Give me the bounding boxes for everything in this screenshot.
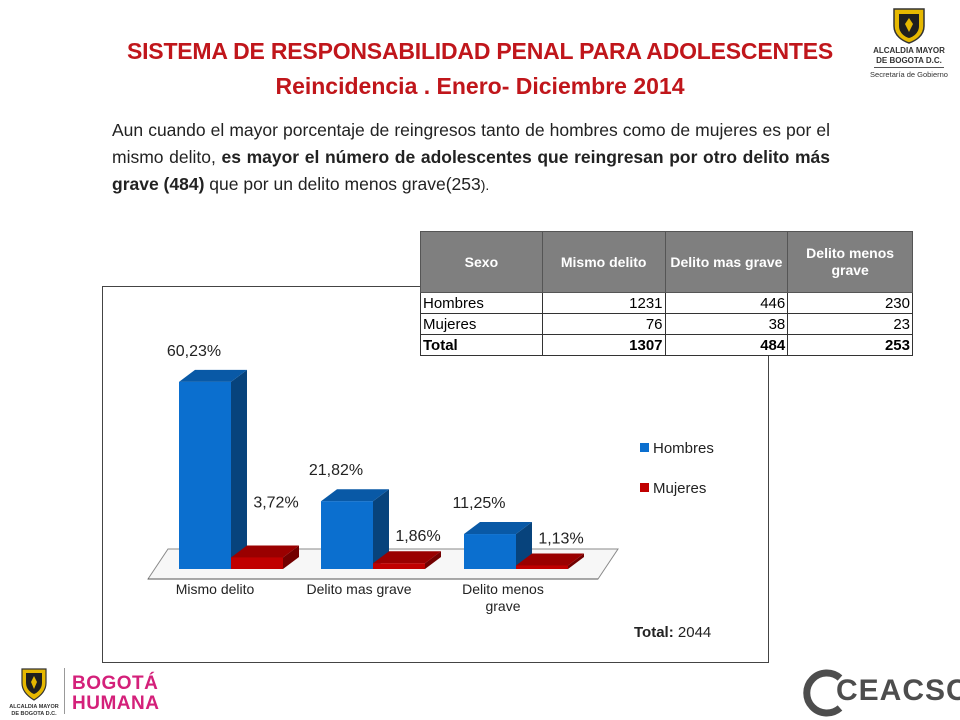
data-label-mujeres: 3,72% <box>253 494 298 511</box>
cell-sexo: Mujeres <box>420 313 543 335</box>
cell-value: 446 <box>664 292 789 314</box>
cell-value: 76 <box>541 313 666 335</box>
bar-hombres <box>321 501 373 569</box>
legend-swatch <box>640 483 649 492</box>
header-delito-menos-grave: Delito menos grave <box>787 231 913 293</box>
bar-mujeres-side <box>568 553 584 569</box>
x-tick-label: Delito mas grave <box>306 581 411 597</box>
bar-hombres-side <box>231 369 247 569</box>
logo-divider <box>874 67 944 68</box>
x-tick-label: Mismo delito <box>176 581 255 597</box>
paragraph-bold: es mayor el número de adolescentes que r… <box>112 147 831 194</box>
coat-of-arms-icon <box>893 8 925 44</box>
ceacsc-logo: CEACSC <box>800 668 960 718</box>
x-tick-label: Delito menos grave <box>462 581 544 614</box>
bogota-line2: HUMANA <box>72 693 160 714</box>
total-annotation: Total: 2044 <box>634 624 711 641</box>
bar-mujeres-side <box>283 545 299 569</box>
slide-title: SISTEMA DE RESPONSABILIDAD PENAL PARA AD… <box>126 38 834 64</box>
summary-paragraph: Aun cuando el mayor porcentaje de reingr… <box>112 117 830 199</box>
bar-hombres-side <box>373 489 389 569</box>
table-row-total: Total 1307 484 253 <box>420 334 913 356</box>
cell-value: 253 <box>787 334 913 356</box>
cell-value: 230 <box>787 292 913 314</box>
ceacsc-c-icon <box>803 669 843 717</box>
footer-logo-line1: ALCALDIA MAYOR <box>9 704 59 710</box>
slide-subtitle: Reincidencia . Enero- Diciembre 2014 <box>275 73 685 99</box>
bar-chart: 60,23% 3,72% 21,82% 1,86% 11,25% 1,13% Mismo d… <box>147 343 714 641</box>
footer-logo-line2: DE BOGOTA D.C. <box>11 711 57 717</box>
table-row: Hombres 1231 446 230 <box>420 292 913 314</box>
header-sexo: Sexo <box>420 231 543 293</box>
cell-value: 484 <box>664 334 789 356</box>
bar-hombres-top <box>464 522 532 535</box>
data-label-hombres: 21,82% <box>309 462 363 479</box>
legend-swatch <box>640 443 649 452</box>
cell-sexo: Hombres <box>420 292 543 314</box>
paragraph-text-3: ). <box>480 177 490 193</box>
alcaldia-footer-logo: ALCALDIA MAYOR DE BOGOTA D.C. <box>8 668 60 718</box>
bar-mujeres-side <box>425 551 441 569</box>
bar-mujeres-top <box>231 545 299 558</box>
bar-hombres-top <box>321 489 389 502</box>
bar-mujeres <box>231 557 283 569</box>
paragraph-text-1: Aun cuando el mayor porcentaje de reingr… <box>112 120 830 167</box>
logo-text-line1: ALCALDIA MAYOR <box>873 46 945 55</box>
cell-value: 1307 <box>541 334 666 356</box>
bar-hombres <box>179 381 231 569</box>
cell-value: 1231 <box>541 292 666 314</box>
data-label-hombres: 11,25% <box>452 495 505 512</box>
bogota-humana-logo: BOGOTÁ HUMANA <box>72 674 159 714</box>
bar-mujeres <box>373 563 425 569</box>
ceacsc-wordmark: CEACSC <box>836 674 960 707</box>
data-label-hombres: 60,23% <box>167 343 221 360</box>
data-label-mujeres: 1,13% <box>538 530 583 547</box>
bar-hombres-top <box>179 369 247 382</box>
header-delito-mas-grave: Delito mas grave <box>664 231 789 293</box>
bar-mujeres-top <box>373 551 441 564</box>
cell-value: 23 <box>787 313 913 335</box>
legend-label: Mujeres <box>653 480 706 497</box>
coat-of-arms-icon <box>21 668 47 701</box>
data-label-mujeres: 1,86% <box>395 528 440 545</box>
data-table: Sexo Mismo delito Delito mas grave Delit… <box>420 231 913 356</box>
cell-value: 38 <box>664 313 789 335</box>
logo-text-line3: Secretaría de Gobierno <box>870 70 948 79</box>
bar-mujeres <box>516 565 568 569</box>
logo-text-line2: DE BOGOTA D.C. <box>876 56 942 65</box>
legend-label: Hombres <box>653 440 714 457</box>
paragraph-text-2: que por un delito menos grave(253 <box>204 174 481 194</box>
table-row: Mujeres 76 38 23 <box>420 313 913 335</box>
bar-hombres <box>464 534 516 569</box>
header-mismo-delito: Mismo delito <box>541 231 666 293</box>
cell-sexo: Total <box>420 334 543 356</box>
footer-divider <box>64 668 65 714</box>
alcaldia-logo: ALCALDIA MAYOR DE BOGOTA D.C. Secretaría… <box>868 4 950 82</box>
bar-mujeres-top <box>516 553 584 566</box>
bogota-line1: BOGOTÁ <box>72 673 159 694</box>
table-header-row: Sexo Mismo delito Delito mas grave Delit… <box>420 231 913 293</box>
